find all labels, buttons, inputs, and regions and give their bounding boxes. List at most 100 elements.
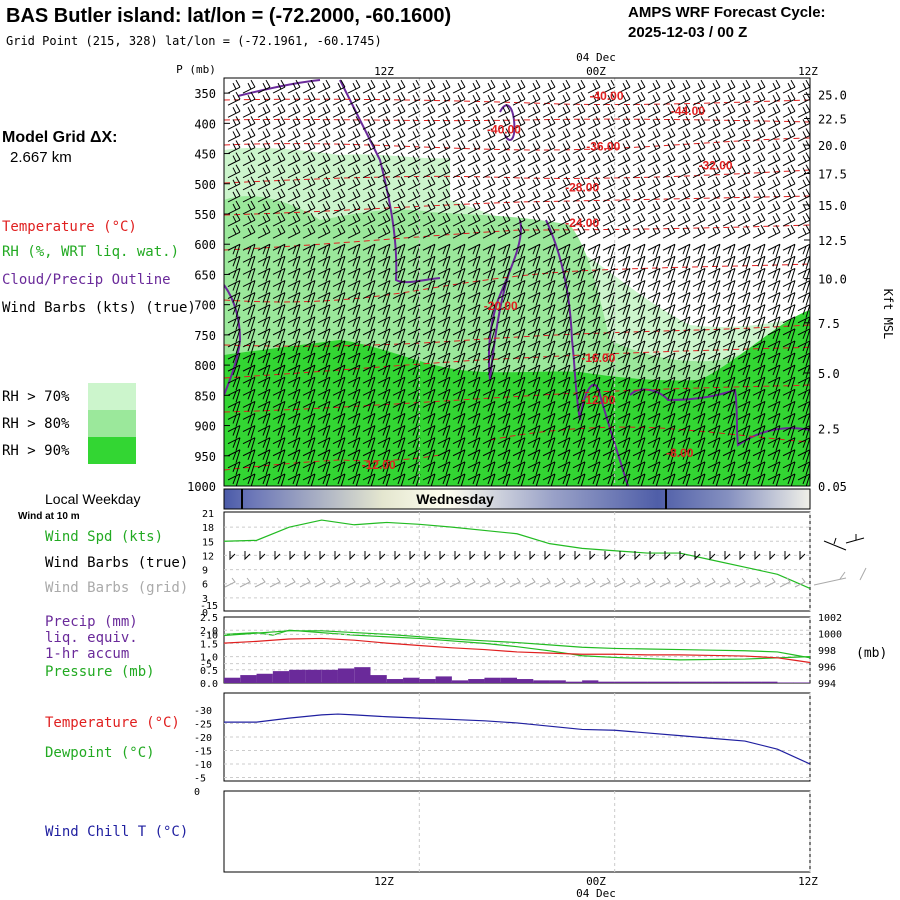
wind-barb-907 xyxy=(377,364,391,379)
precip-bar-16 xyxy=(484,677,501,683)
wind-barb-433 xyxy=(287,212,301,227)
true-barb-32 xyxy=(709,551,716,561)
wind-barb-892 xyxy=(737,352,751,367)
wind-barb-284 xyxy=(392,164,406,179)
wind-barb-697 xyxy=(737,292,751,306)
wind-barb-1160 xyxy=(662,437,676,451)
wind-barb-30 xyxy=(677,79,691,94)
wind-barb-529 xyxy=(557,243,571,258)
wind-barb-723 xyxy=(542,304,556,318)
wind-barb-989 xyxy=(437,388,451,403)
wind-barb-411 xyxy=(542,200,556,215)
isotherm-label-2: -40.00 xyxy=(487,122,521,136)
wind-barb-172 xyxy=(467,128,481,142)
wind-barb-935 xyxy=(797,364,810,379)
pressure-ytick-996: 996 xyxy=(818,663,836,674)
wind-barb-632 xyxy=(347,280,361,294)
precip-bar-17 xyxy=(500,677,517,683)
wind-barb-846 xyxy=(632,340,646,355)
wind-barb-1023 xyxy=(362,400,376,415)
precip-bar-29 xyxy=(696,681,713,683)
wind-barb-645 xyxy=(542,280,556,294)
wind-barb-495 xyxy=(632,224,646,239)
wind-barb-983 xyxy=(347,388,361,403)
wind-barb-36 xyxy=(767,79,781,94)
wind-barb-592 xyxy=(332,267,346,282)
precip-bar-18 xyxy=(517,679,534,683)
wind-barb-450 xyxy=(542,212,556,227)
wind-barb-756 xyxy=(452,316,466,330)
wind-barb-999 xyxy=(587,388,601,403)
wind-barb-1159 xyxy=(647,437,661,451)
wind-barb-715 xyxy=(422,304,436,318)
wind-barb-201 xyxy=(317,140,331,154)
wind-barb-234 xyxy=(227,152,241,167)
chill-ytick-0: 0 xyxy=(194,787,200,798)
wind-barb-369 xyxy=(497,188,511,203)
wind-barb-343 xyxy=(692,176,706,191)
wind-barb-101 xyxy=(572,104,586,118)
wind-barb-444 xyxy=(452,212,466,227)
wind-barb-1042 xyxy=(647,400,661,415)
wind-barb-447 xyxy=(497,212,511,227)
wind-barb-1218 xyxy=(362,461,376,475)
wind-barb-537 xyxy=(677,243,691,258)
wind-barb-326 xyxy=(437,176,451,191)
wind-barb-484 xyxy=(467,224,481,239)
wind-barb-862 xyxy=(287,352,301,367)
legend-rh: RH (%, WRT liq. wat.) xyxy=(2,244,179,260)
wind-barb-5 xyxy=(302,79,316,94)
wind-barb-483 xyxy=(452,224,466,239)
wind-barb-145 xyxy=(647,116,661,130)
precip-bar-21 xyxy=(565,681,583,683)
wind-barb-598 xyxy=(422,267,436,282)
wind-barb-1259 xyxy=(392,473,406,486)
wind-barb-1038 xyxy=(587,400,601,415)
wind-barb-359 xyxy=(347,188,361,203)
wind-barb-503 xyxy=(752,224,766,239)
temp-ytick--5: -5 xyxy=(200,660,212,671)
wind-barb-257 xyxy=(572,152,586,167)
grid-barb-14 xyxy=(434,577,446,588)
wind-barb-218 xyxy=(572,140,586,154)
wind-barb-1132 xyxy=(242,437,256,451)
isotherm-label-4: -32.00 xyxy=(699,159,733,173)
precip-bar-1 xyxy=(240,675,257,683)
wind-barb-627 xyxy=(272,280,286,294)
wind-barb-72 xyxy=(722,91,736,106)
wind-barb-368 xyxy=(482,188,496,203)
wind-barb-527 xyxy=(527,243,541,258)
wind-barb-237 xyxy=(272,152,286,167)
wind-barb-733 xyxy=(692,304,706,318)
wind-barb-786 xyxy=(317,328,331,343)
precip-bar-14 xyxy=(451,680,469,683)
wind-barb-78 xyxy=(227,104,241,118)
wind-barb-296 xyxy=(572,164,586,179)
wind-barb-455 xyxy=(617,212,631,227)
wind-barb-1005 xyxy=(677,388,691,403)
wind-barb-976 xyxy=(242,388,256,403)
wind-barb-763 xyxy=(557,316,571,330)
wind-barb-364 xyxy=(422,188,436,203)
wind-barb-347 xyxy=(752,176,766,191)
wind-barb-773 xyxy=(707,316,721,330)
precip-ytick-2.5: 2.5 xyxy=(200,613,218,624)
wind-barb-435 xyxy=(317,212,331,227)
wind-barb-824 xyxy=(302,340,316,355)
wind-barb-1055 xyxy=(257,413,271,427)
precip-bar-31 xyxy=(728,681,745,683)
wind-barb-670 xyxy=(332,292,346,306)
wind-barb-531 xyxy=(587,243,601,258)
wind-barb-738 xyxy=(767,304,781,318)
wind-barb-960 xyxy=(587,376,601,391)
wind-barb-614 xyxy=(662,267,676,282)
wind-barb-526 xyxy=(512,243,526,258)
precip-ytick-1.0: 1.0 xyxy=(200,653,218,664)
wind-barb-996 xyxy=(542,388,556,403)
wind-barb-555 xyxy=(362,255,376,270)
wind-speed-line xyxy=(223,519,811,589)
true-barb-3 xyxy=(274,551,281,561)
wind-barb-82 xyxy=(287,104,301,118)
wind-barb-1022 xyxy=(347,400,361,415)
wind-barb-751 xyxy=(377,316,391,330)
